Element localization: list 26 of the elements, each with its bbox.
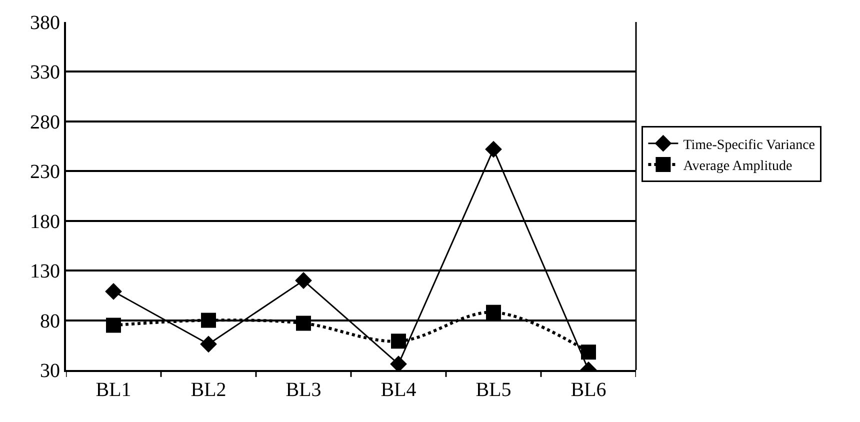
point <box>200 336 217 353</box>
y-tick-label: 330 <box>30 62 60 84</box>
y-tick-label: 380 <box>30 12 60 34</box>
x-tick-label: BL1 <box>96 379 132 401</box>
point <box>485 140 502 158</box>
y-tick-label: 30 <box>40 360 60 382</box>
point <box>106 318 121 333</box>
legend-label: Average Amplitude <box>683 159 792 174</box>
x-tick-label: BL5 <box>476 379 512 401</box>
y-tick-label: 230 <box>30 161 60 184</box>
x-tick-label: BL4 <box>380 379 416 401</box>
legend-label: Time-Specific Variance <box>683 138 815 153</box>
point <box>295 272 312 289</box>
x-tick-label: BL3 <box>286 379 322 401</box>
point <box>105 283 122 300</box>
point <box>201 312 216 328</box>
y-tick-label: 80 <box>40 310 60 332</box>
x-tick-label: BL6 <box>570 379 606 401</box>
x-tick-label: BL2 <box>190 379 226 401</box>
y-tick-label: 180 <box>30 210 60 233</box>
y-tick-label: 130 <box>30 260 60 283</box>
point <box>581 344 596 360</box>
point <box>391 334 406 349</box>
point <box>486 304 501 320</box>
point <box>296 316 311 331</box>
y-tick-label: 280 <box>30 111 60 134</box>
